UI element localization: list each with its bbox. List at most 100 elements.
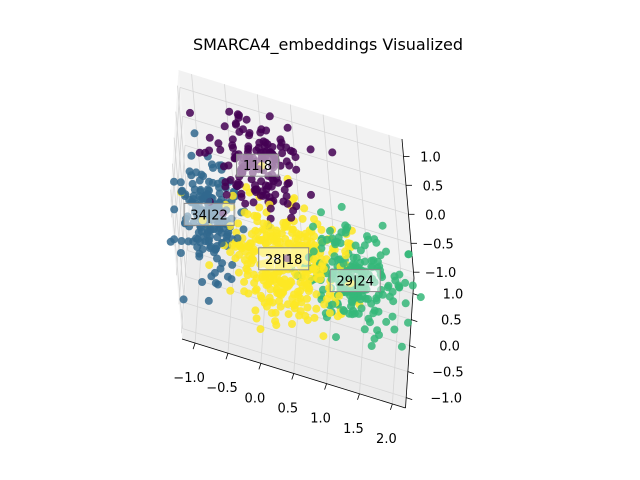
data-point-cluster-1 xyxy=(289,206,298,215)
data-point-cluster-1 xyxy=(216,145,225,154)
grid-line-x-floor xyxy=(392,273,402,404)
data-point-cluster-1 xyxy=(256,128,265,137)
data-point-cluster-3 xyxy=(266,285,275,294)
grid-line-y-floor xyxy=(182,328,407,398)
data-point-cluster-3 xyxy=(269,237,278,246)
data-point-cluster-2 xyxy=(215,189,224,198)
data-point-cluster-2 xyxy=(184,237,193,246)
data-point-cluster-3 xyxy=(333,312,342,321)
z-tick-label: 0.5 xyxy=(423,179,444,194)
data-point-cluster-4 xyxy=(408,281,417,290)
data-point-cluster-4 xyxy=(369,309,378,318)
data-point-cluster-1 xyxy=(268,175,277,183)
data-point-cluster-4 xyxy=(336,255,344,264)
data-point-cluster-1 xyxy=(252,188,260,196)
data-point-cluster-2 xyxy=(204,296,213,305)
data-point-cluster-2 xyxy=(198,278,207,286)
data-point-cluster-2 xyxy=(209,163,217,172)
cluster-label-box xyxy=(329,269,381,293)
data-point-cluster-3 xyxy=(303,316,312,325)
data-point-cluster-3 xyxy=(305,284,314,293)
data-point-cluster-4 xyxy=(364,235,373,244)
data-point-cluster-3 xyxy=(310,215,318,224)
data-point-cluster-1 xyxy=(249,198,258,207)
x-tick-label: 2.0 xyxy=(376,432,397,447)
data-point-cluster-4 xyxy=(367,299,376,308)
data-point-cluster-3 xyxy=(300,204,309,213)
data-point-cluster-2 xyxy=(170,235,179,244)
axis-lines: −1.0−0.50.00.51.01.52.0−1.0−0.50.00.51.0… xyxy=(173,138,464,447)
data-point-cluster-1 xyxy=(279,197,288,206)
data-point-cluster-2 xyxy=(239,225,248,234)
data-point-cluster-2 xyxy=(207,272,216,281)
data-point-cluster-1 xyxy=(285,161,294,170)
data-point-cluster-1 xyxy=(205,133,214,142)
data-point-cluster-4 xyxy=(356,246,365,255)
data-point-cluster-3 xyxy=(235,241,244,250)
cluster-label-3: 28|18 xyxy=(258,247,310,271)
data-point-cluster-1 xyxy=(292,165,301,174)
data-point-cluster-1 xyxy=(242,115,251,124)
data-point-cluster-3 xyxy=(288,228,297,237)
data-point-cluster-4 xyxy=(372,238,381,247)
data-point-cluster-4 xyxy=(309,222,317,231)
data-point-cluster-1 xyxy=(221,178,230,187)
data-point-cluster-4 xyxy=(416,293,425,302)
data-point-cluster-4 xyxy=(366,318,374,327)
data-point-cluster-1 xyxy=(307,190,315,199)
data-point-cluster-1 xyxy=(261,181,270,190)
data-point-cluster-1 xyxy=(328,148,337,157)
data-point-cluster-4 xyxy=(401,278,410,287)
y-tick-mark xyxy=(407,371,415,374)
data-point-cluster-4 xyxy=(349,253,358,262)
data-point-cluster-3 xyxy=(261,239,270,248)
data-point-cluster-2 xyxy=(217,239,226,248)
data-point-cluster-2 xyxy=(214,226,223,235)
data-point-cluster-4 xyxy=(356,295,365,304)
data-point-cluster-3 xyxy=(281,218,290,227)
data-point-cluster-3 xyxy=(256,325,265,334)
data-point-cluster-2 xyxy=(227,275,236,284)
data-point-cluster-3 xyxy=(247,259,256,268)
data-point-cluster-3 xyxy=(310,313,319,322)
cluster-label-4: 29|24 xyxy=(329,269,381,293)
data-point-cluster-2 xyxy=(195,192,204,201)
data-point-cluster-4 xyxy=(375,262,384,271)
cluster-label-text: 28|18 xyxy=(265,253,302,268)
data-point-cluster-1 xyxy=(283,123,292,132)
data-point-cluster-1 xyxy=(262,147,271,156)
data-point-cluster-4 xyxy=(319,285,327,294)
data-point-cluster-3 xyxy=(281,279,290,288)
y-tick-label: 1.0 xyxy=(443,288,464,303)
data-point-cluster-1 xyxy=(247,175,256,184)
data-point-cluster-2 xyxy=(216,264,225,273)
cluster-label-text: 11|8 xyxy=(243,159,272,174)
data-point-cluster-2 xyxy=(187,171,196,180)
data-point-cluster-3 xyxy=(325,309,334,317)
data-point-cluster-4 xyxy=(395,283,404,292)
data-point-cluster-1 xyxy=(284,179,293,187)
data-point-cluster-1 xyxy=(267,182,276,191)
data-point-cluster-3 xyxy=(235,250,244,259)
data-point-cluster-1 xyxy=(276,142,285,151)
data-point-cluster-3 xyxy=(265,278,274,287)
data-point-cluster-2 xyxy=(179,295,188,304)
data-point-cluster-4 xyxy=(370,334,379,343)
data-point-cluster-2 xyxy=(170,205,179,214)
data-point-cluster-1 xyxy=(241,199,250,208)
grid-line-z-back xyxy=(184,144,409,215)
data-point-cluster-1 xyxy=(186,108,194,117)
data-point-cluster-1 xyxy=(245,131,254,140)
data-point-cluster-1 xyxy=(228,135,237,144)
data-point-cluster-3 xyxy=(258,273,267,282)
data-point-cluster-1 xyxy=(261,138,270,147)
data-point-cluster-3 xyxy=(317,225,326,234)
y-tick-label: 0.5 xyxy=(441,314,462,329)
data-point-cluster-3 xyxy=(317,262,326,271)
data-point-cluster-4 xyxy=(397,342,406,351)
grid-line-y-side xyxy=(172,163,185,303)
z-tick-label: −1.0 xyxy=(425,266,457,281)
data-point-cluster-3 xyxy=(283,300,292,309)
data-point-cluster-1 xyxy=(235,180,244,189)
data-point-cluster-3 xyxy=(288,294,297,303)
